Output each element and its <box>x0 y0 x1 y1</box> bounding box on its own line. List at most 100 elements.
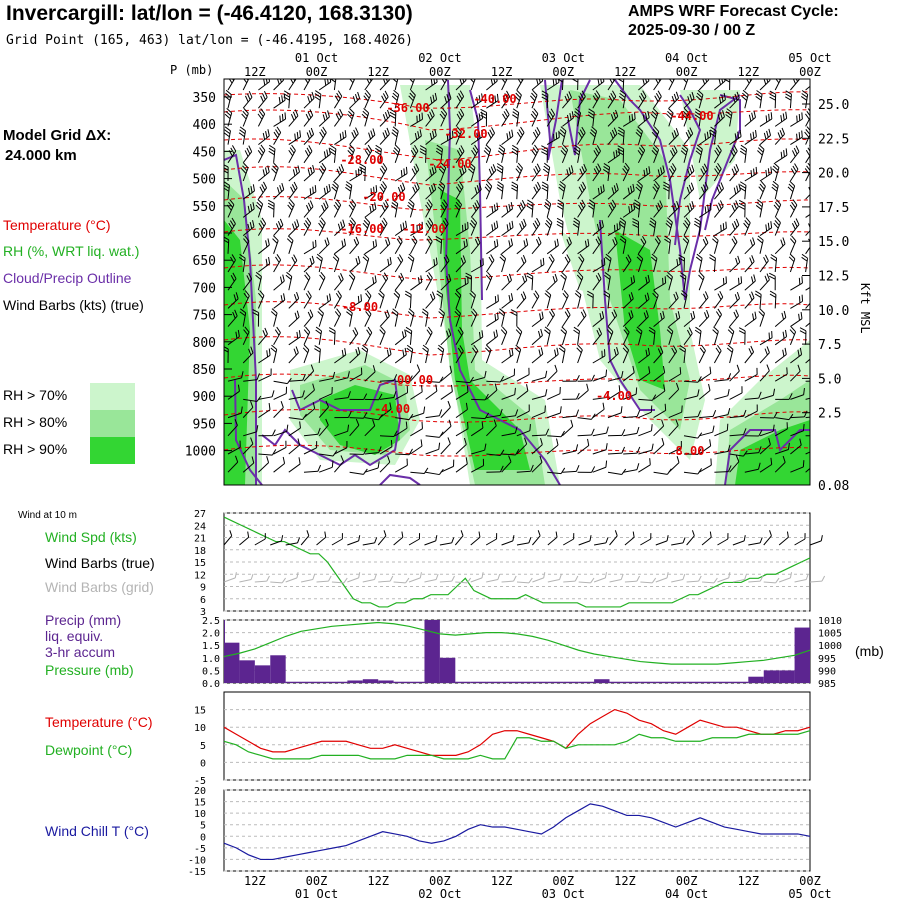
wind-barb <box>695 253 703 273</box>
grid-wind-barb <box>578 577 595 584</box>
date-tick-label-bottom: 01 Oct <box>295 887 338 900</box>
wind-barb <box>713 162 722 182</box>
wind-barb <box>531 389 548 400</box>
wind-barb <box>362 217 371 236</box>
wind-barb <box>470 111 484 127</box>
height-tick-label: 7.5 <box>818 338 841 353</box>
wind-barb <box>758 180 766 200</box>
temperature-contour-label: -24.00 <box>428 157 471 171</box>
precip-bar <box>624 681 641 683</box>
wind-barb <box>471 393 489 401</box>
wind-barb <box>602 163 611 182</box>
wind-barb <box>425 182 437 200</box>
wind-barb <box>744 446 762 455</box>
wind-barb <box>546 347 559 364</box>
wind-barb <box>622 254 632 273</box>
wind-barb <box>394 272 405 291</box>
true-wind-barb <box>624 531 635 546</box>
precip-tick-label: 1.5 <box>202 641 220 652</box>
wind-barb <box>635 126 643 145</box>
wind-barb <box>273 424 289 437</box>
wind-barb <box>316 253 323 273</box>
wind-barb <box>607 127 618 145</box>
wind-barb <box>729 183 741 200</box>
wind-barb <box>638 443 654 455</box>
wind-barb <box>485 344 492 364</box>
wind-barb <box>425 468 444 476</box>
precip-bar <box>547 681 564 683</box>
true-wind-barb <box>609 530 618 546</box>
wind-barb <box>714 200 724 218</box>
wind-barb <box>560 144 569 163</box>
wind-barb <box>577 383 589 400</box>
wind-barb <box>258 456 270 473</box>
wind-barb <box>438 308 445 327</box>
wind-barb <box>379 162 388 182</box>
height-tick-label: 2.5 <box>818 407 841 422</box>
wind-barb <box>379 430 398 438</box>
wind-barb <box>273 112 287 127</box>
wind-barb <box>471 370 487 382</box>
wind-barb <box>242 400 254 418</box>
true-wind-barb <box>794 533 806 546</box>
wind-barb <box>302 344 310 364</box>
wind-barb <box>617 126 625 145</box>
wind-barb <box>486 408 503 419</box>
wind-barb <box>607 109 619 127</box>
wind-barb <box>662 181 670 200</box>
wind-barb <box>379 90 389 109</box>
wind-barb <box>607 90 617 109</box>
wind-barb <box>364 202 377 218</box>
wind-barb <box>348 271 356 291</box>
pressure-tick-label: 990 <box>818 666 836 677</box>
wind-barb <box>759 221 773 237</box>
wind-barb <box>623 426 640 437</box>
height-tick-label: 25.0 <box>818 98 849 113</box>
wind-barb <box>425 384 438 400</box>
wind-barb <box>318 162 327 182</box>
precip-bar <box>594 679 610 683</box>
wind-barb <box>379 347 392 364</box>
wind-barb <box>258 429 276 437</box>
wind-barb <box>257 108 266 127</box>
wind-barb <box>455 164 467 182</box>
wind-barb <box>363 89 371 109</box>
wind-speed-tick-label: 18 <box>194 546 206 557</box>
wind-barb <box>303 401 316 418</box>
pressure-tick-label: 1010 <box>818 616 842 627</box>
wind-barb <box>288 421 301 437</box>
wind-barb <box>486 312 499 328</box>
wind-barb <box>471 412 490 420</box>
wind-barb <box>668 418 679 437</box>
wind-barb <box>410 467 429 475</box>
wind-barb <box>425 79 438 91</box>
wind-barb <box>653 365 666 382</box>
wind-barb <box>405 326 413 345</box>
precip-bar <box>671 681 687 683</box>
wind-barb <box>698 458 712 473</box>
wind-barb <box>683 389 700 400</box>
wind-barb <box>592 90 601 109</box>
date-tick-label-bottom: 04 Oct <box>665 887 708 900</box>
wind-barb <box>406 344 414 364</box>
wind-barb <box>577 163 587 182</box>
pressure-tick-label: 700 <box>193 281 216 296</box>
wind-barb <box>224 345 229 364</box>
wind-barb <box>501 455 512 473</box>
wind-speed-tick-label: 15 <box>194 558 206 569</box>
precip-bar <box>763 670 780 683</box>
wind-barb <box>649 217 657 236</box>
wind-speed-tick-label: 21 <box>194 534 206 545</box>
temperature-contour-label: -44.00 <box>670 109 713 123</box>
grid-wind-barb <box>408 572 422 583</box>
wind-barb <box>334 371 350 382</box>
wind-barb <box>668 91 680 109</box>
wind-barb <box>774 422 788 437</box>
wind-barb <box>547 406 562 419</box>
wind-barb <box>650 108 659 127</box>
true-wind-barb <box>470 531 481 546</box>
precip-bar <box>532 681 548 683</box>
wind-barb <box>286 235 294 254</box>
wind-barb <box>531 455 543 473</box>
wind-barb <box>510 309 518 327</box>
